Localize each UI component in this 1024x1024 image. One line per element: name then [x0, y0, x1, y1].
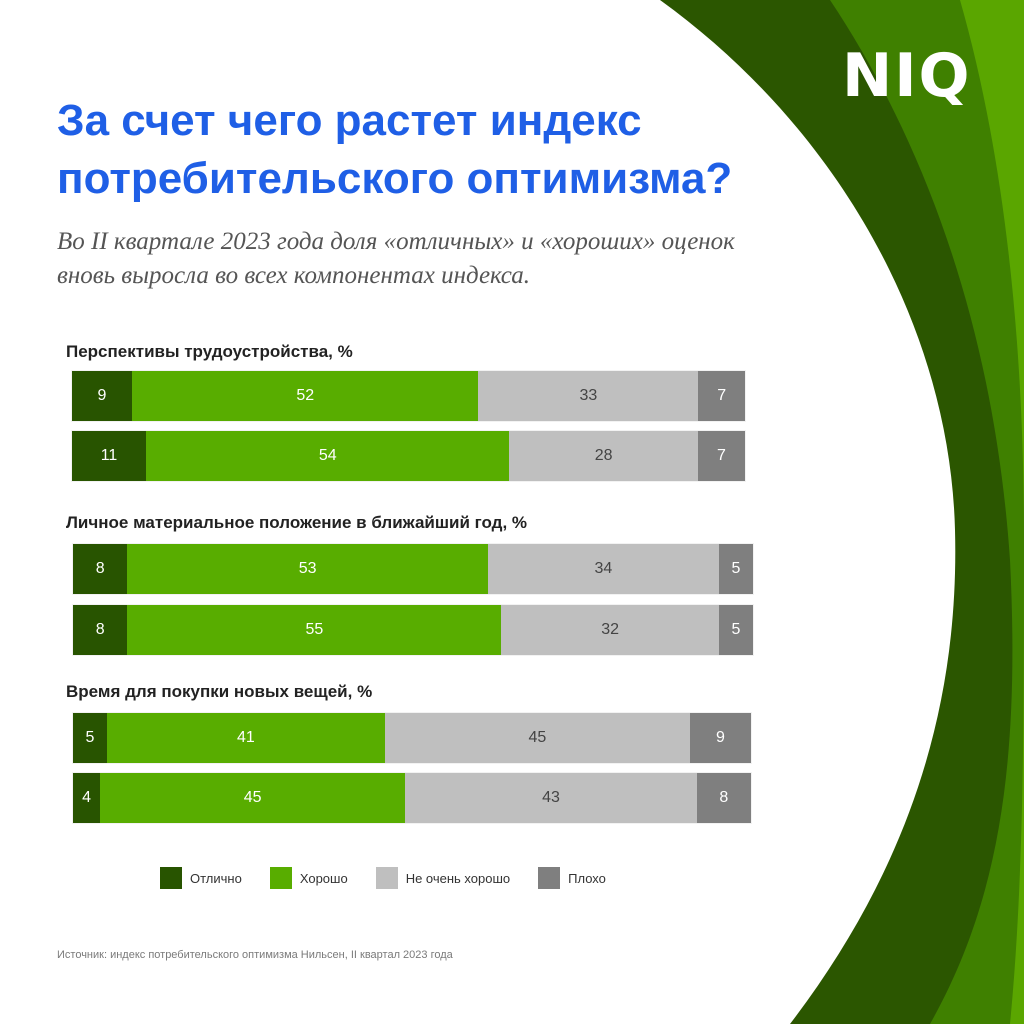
bar-employment-1: 9 52 33 7 — [72, 371, 745, 421]
bar-segment-not-very-good: 33 — [478, 371, 699, 421]
bar-segment-not-very-good: 28 — [509, 431, 698, 481]
legend-item-excellent: Отлично — [160, 867, 242, 889]
legend-label-not-very-good: Не очень хорошо — [405, 870, 511, 886]
bar-segment-bad: 5 — [718, 544, 753, 594]
legend: Отлично Хорошо Не очень хорошо Плохо — [160, 866, 634, 890]
bar-segment-excellent: 9 — [72, 371, 132, 421]
chart-title-purchase-time: Время для покупки новых вещей, % — [66, 682, 373, 701]
bar-segment-good: 41 — [106, 713, 385, 763]
legend-swatch-not-very-good — [375, 867, 398, 889]
legend-swatch-bad — [538, 867, 561, 889]
legend-item-not-very-good: Не очень хорошо — [375, 867, 511, 889]
bar-segment-excellent: 8 — [73, 544, 128, 594]
bar-segment-excellent: 8 — [73, 605, 128, 655]
legend-label-excellent: Отлично — [190, 870, 242, 886]
bar-segment-good: 52 — [131, 371, 479, 421]
legend-item-good: Хорошо — [269, 867, 348, 889]
bar-segment-not-very-good: 45 — [384, 713, 690, 763]
bar-segment-not-very-good: 32 — [501, 605, 719, 655]
arc-dark — [660, 0, 1024, 1024]
bar-segment-bad: 5 — [718, 605, 753, 655]
legend-label-good: Хорошо — [299, 870, 348, 886]
bar-purchase-time-1: 5 41 45 9 — [73, 713, 751, 763]
bar-segment-excellent: 5 — [73, 713, 107, 763]
bar-segment-good: 53 — [127, 544, 488, 594]
page-subtitle: Во II квартале 2023 года доля «отличных»… — [57, 228, 735, 289]
bar-personal-finances-1: 8 53 34 5 — [73, 544, 753, 594]
legend-item-bad: Плохо — [538, 867, 606, 889]
chart-title-personal-finances: Личное материальное положение в ближайши… — [66, 513, 528, 532]
bar-segment-bad: 8 — [696, 773, 751, 823]
bar-segment-good: 45 — [100, 773, 406, 823]
bar-purchase-time-2: 4 45 43 8 — [73, 773, 751, 823]
arc-light — [960, 0, 1024, 1024]
bar-segment-excellent: 11 — [72, 431, 147, 481]
bar-segment-not-very-good: 43 — [405, 773, 697, 823]
legend-swatch-excellent — [160, 867, 182, 889]
bar-segment-good: 54 — [146, 431, 510, 481]
legend-label-bad: Плохо — [568, 870, 606, 886]
bar-segment-not-very-good: 34 — [487, 544, 719, 594]
source-note: Источник: индекс потребительского оптими… — [57, 949, 453, 961]
page-title: За счет чего растет индекс потребительск… — [57, 96, 733, 203]
bar-segment-good: 55 — [127, 605, 502, 655]
bar-segment-bad: 9 — [689, 713, 751, 763]
legend-swatch-good — [269, 867, 292, 889]
niq-logo: NIQ — [842, 41, 972, 111]
chart-title-employment: Перспективы трудоустройства, % — [66, 342, 353, 361]
bar-segment-bad: 7 — [698, 371, 745, 421]
arc-mid — [830, 0, 1024, 1024]
bar-employment-2: 11 54 28 7 — [72, 431, 745, 481]
bar-segment-excellent: 4 — [73, 773, 101, 823]
bar-segment-bad: 7 — [697, 431, 745, 481]
bar-personal-finances-2: 8 55 32 5 — [73, 605, 753, 655]
